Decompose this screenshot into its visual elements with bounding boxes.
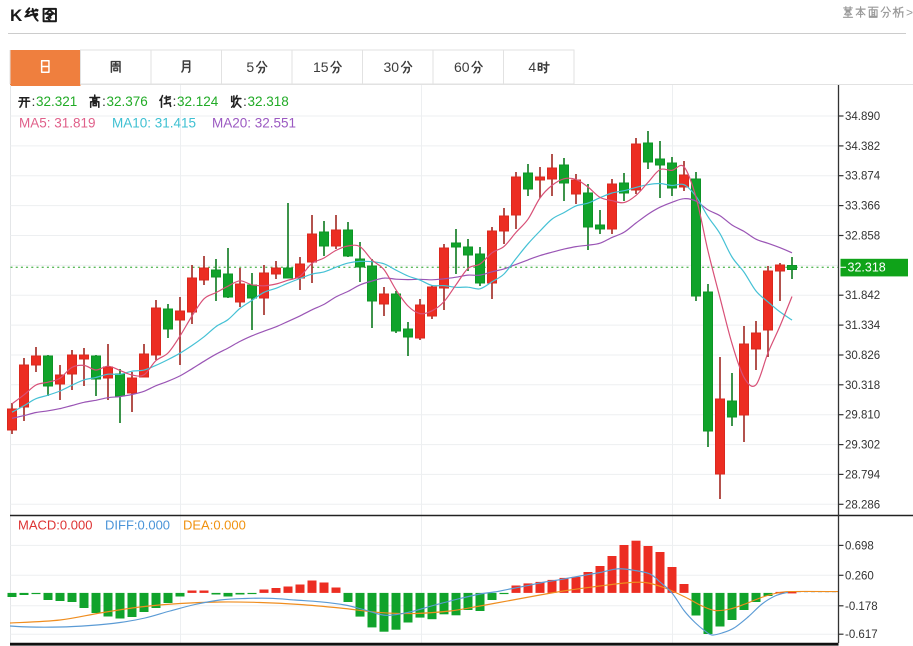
svg-text:K: K — [10, 6, 23, 25]
svg-text:4: 4 — [528, 59, 536, 75]
svg-text:-0.617: -0.617 — [845, 629, 878, 641]
svg-text:28.286: 28.286 — [845, 499, 880, 511]
svg-text:32.318: 32.318 — [848, 261, 886, 275]
svg-text:33.366: 33.366 — [845, 201, 880, 213]
svg-text:33.874: 33.874 — [845, 171, 881, 183]
svg-text:29.810: 29.810 — [845, 410, 880, 422]
svg-text:DIFF:0.000: DIFF:0.000 — [105, 518, 170, 533]
svg-text::: : — [173, 93, 177, 109]
svg-text:DEA:0.000: DEA:0.000 — [183, 518, 246, 533]
svg-text:32.318: 32.318 — [248, 94, 289, 109]
svg-text:0.698: 0.698 — [845, 540, 874, 552]
svg-text:32.376: 32.376 — [107, 94, 148, 109]
svg-text::: : — [102, 93, 106, 109]
svg-text:32.321: 32.321 — [36, 94, 77, 109]
svg-text:34.382: 34.382 — [845, 141, 880, 153]
svg-text:MA10: 31.415: MA10: 31.415 — [112, 116, 196, 131]
svg-text:34.890: 34.890 — [845, 111, 880, 123]
svg-text:5: 5 — [246, 59, 254, 75]
svg-text:29.302: 29.302 — [845, 440, 880, 452]
svg-text:30.826: 30.826 — [845, 350, 880, 362]
svg-text::: : — [243, 93, 247, 109]
svg-text:MACD:0.000: MACD:0.000 — [18, 518, 92, 533]
svg-text:31.334: 31.334 — [845, 320, 881, 332]
svg-text:30: 30 — [383, 59, 399, 75]
svg-text:0.260: 0.260 — [845, 570, 874, 582]
svg-text:-0.178: -0.178 — [845, 601, 878, 613]
svg-text:15: 15 — [313, 59, 329, 75]
svg-text:32.858: 32.858 — [845, 230, 880, 242]
svg-text:31.842: 31.842 — [845, 290, 880, 302]
svg-text::: : — [32, 93, 36, 109]
svg-text:32.124: 32.124 — [177, 94, 219, 109]
svg-text:30.318: 30.318 — [845, 380, 880, 392]
svg-text:28.794: 28.794 — [845, 469, 881, 481]
svg-text:60: 60 — [454, 59, 470, 75]
svg-text:MA5: 31.819: MA5: 31.819 — [19, 116, 96, 131]
svg-text:MA20: 32.551: MA20: 32.551 — [212, 116, 296, 131]
svg-text:>: > — [906, 6, 913, 20]
